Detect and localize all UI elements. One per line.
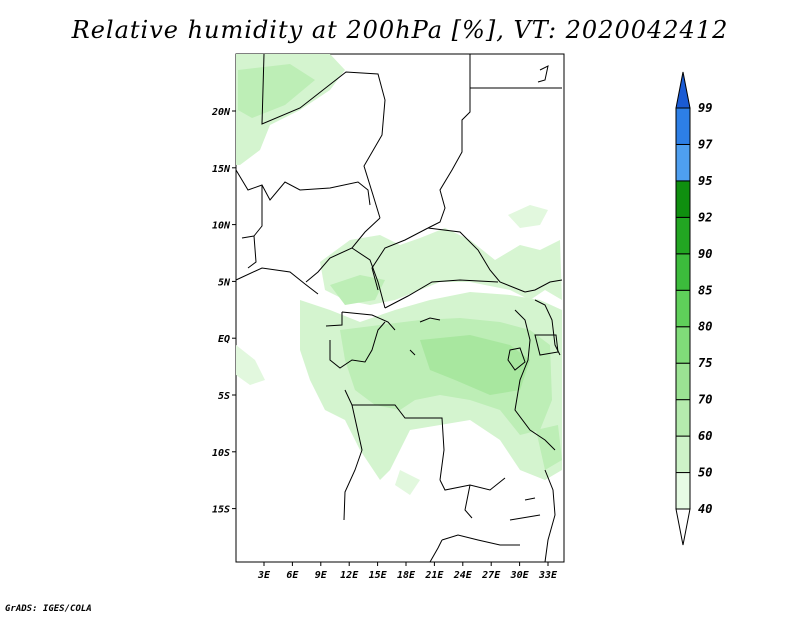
colorbar-label: 60	[698, 429, 712, 443]
latitude-label: 10S	[212, 448, 230, 459]
colorbar: 40 50 60 70 75 80 85 90 92 95 97 99	[675, 71, 713, 546]
colorbar-segment	[675, 216, 691, 255]
colorbar-label: 80	[698, 320, 712, 334]
colorbar-label: 70	[698, 393, 712, 407]
longitude-label: 12E	[340, 570, 359, 581]
colorbar-segment	[675, 362, 691, 401]
longitude-label: 27E	[481, 570, 501, 581]
colorbar-label: 97	[698, 137, 713, 151]
longitude-labels: 3E 6E 9E 12E 15E 18E 21E 24E 27E 30E 33E	[257, 562, 558, 581]
colorbar-segment	[675, 180, 691, 218]
longitude-label: 30E	[510, 570, 530, 581]
colorbar-segment	[675, 143, 691, 182]
longitude-label: 24E	[453, 570, 473, 581]
latitude-label: 15S	[212, 505, 230, 516]
colorbar-label: 50	[698, 466, 712, 480]
colorbar-segment	[675, 107, 691, 145]
longitude-label: 33E	[538, 570, 558, 581]
longitude-label: 15E	[369, 570, 388, 581]
colorbar-segment	[675, 326, 691, 364]
latitude-labels: 20N 15N 10N 5N EQ 5S 10S 15S	[211, 107, 236, 516]
colorbar-segment	[675, 399, 691, 437]
latitude-label: 5N	[218, 277, 231, 288]
colorbar-segment	[675, 253, 691, 291]
colorbar-label: 99	[698, 101, 712, 115]
map-title: Relative humidity at 200hPa [%], VT: 202…	[71, 16, 729, 44]
latitude-label: EQ	[218, 334, 230, 345]
longitude-label: 6E	[286, 570, 299, 581]
colorbar-label: 40	[698, 502, 712, 516]
latitude-label: 5S	[218, 391, 230, 402]
colorbar-segment	[675, 508, 691, 546]
colorbar-label: 75	[698, 356, 712, 370]
colorbar-label: 95	[698, 174, 712, 188]
grads-credit: GrADS: IGES/COLA	[5, 604, 92, 614]
colorbar-label: 92	[698, 210, 712, 224]
colorbar-segment	[675, 435, 691, 474]
longitude-label: 9E	[315, 570, 328, 581]
colorbar-label: 85	[698, 283, 712, 297]
longitude-label: 18E	[397, 570, 416, 581]
latitude-label: 10N	[212, 221, 231, 232]
colorbar-label: 90	[698, 247, 712, 261]
humidity-shading	[236, 54, 562, 495]
longitude-label: 21E	[424, 570, 444, 581]
latitude-label: 20N	[211, 107, 231, 118]
colorbar-segment	[675, 289, 691, 328]
latitude-label: 15N	[212, 164, 231, 175]
longitude-label: 3E	[257, 570, 271, 581]
colorbar-segment	[675, 472, 691, 510]
map-area	[235, 53, 565, 563]
colorbar-segment	[675, 71, 691, 109]
country-borders	[235, 53, 563, 563]
